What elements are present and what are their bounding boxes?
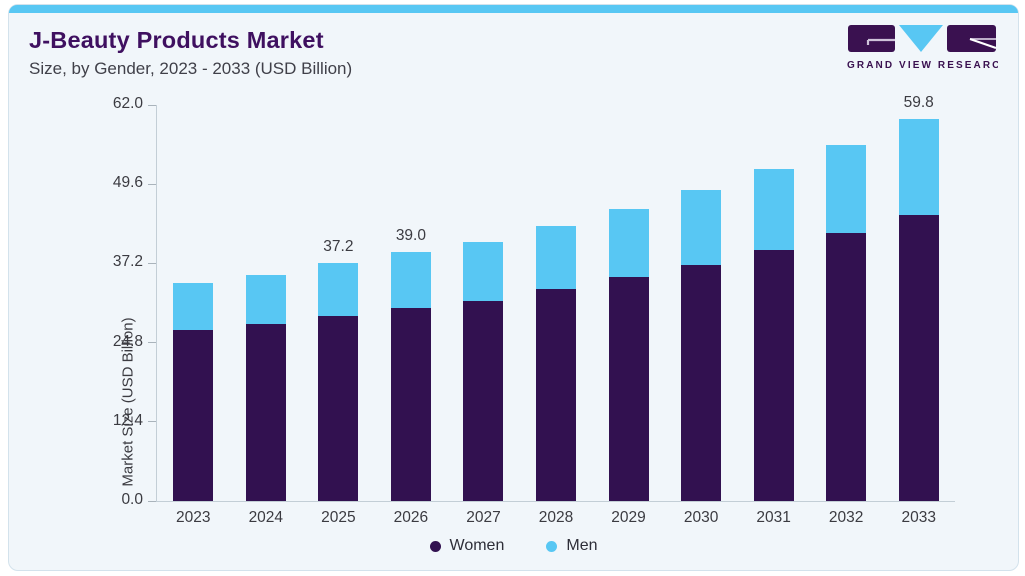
bar-2032-men-segment [826,145,867,233]
y-tick-label: 49.6 [112,174,143,192]
bar-2026-men-segment [390,252,431,308]
bar-2033-women-segment [898,215,939,501]
x-axis-label-2032: 2032 [828,509,864,526]
x-axis-label-2028: 2028 [538,509,574,526]
top-accent-bar [9,5,1018,13]
bar-2030-men-segment [681,190,722,265]
bar-2030 [681,190,722,501]
bar-2031-women-segment [753,250,794,501]
women-series-dot-icon [429,540,441,552]
bar-2023 [173,283,214,501]
y-tick-label: 12.4 [112,411,143,429]
grand-view-research-logo: GRAND VIEW RESEARCH [846,23,998,75]
legend-label-men: Men [566,537,598,554]
men-series-dot-icon [546,540,558,552]
bar-2023-women-segment [173,330,214,501]
chart-title: J-Beauty Products Market [29,27,324,53]
legend-item-men: Men [546,537,597,555]
plot-area: 0.0 12.4 24.8 37.2 49.6 62.0 2023 2024 2025 2026 2… [113,94,955,526]
bar-2023-men-segment [173,283,214,330]
bar-2028-women-segment [536,289,576,501]
bar-2033 [898,119,939,501]
bar-2025 [318,263,359,501]
x-axis-label-2025: 2025 [321,509,356,526]
y-tick-label: 37.2 [112,253,143,271]
bar-2024 [245,275,286,501]
legend-label-women: Women [449,537,505,554]
x-axis-label-2024: 2024 [248,509,284,526]
y-tick-label: 62.0 [112,95,143,112]
bar-value-label-2026: 39.0 [395,227,426,244]
gvr-logo-icon: GRAND VIEW RESEARCH [847,25,998,71]
x-axis-label-2026: 2026 [393,509,429,526]
x-axis-label-2033: 2033 [901,509,936,526]
bar-2027-men-segment [463,242,504,301]
bar-2025-men-segment [318,263,359,316]
bar-2029-men-segment [608,209,649,277]
bar-2029-women-segment [608,277,649,501]
bar-2031-men-segment [753,169,794,250]
chart-card: J-Beauty Products Market Size, by Gender… [8,4,1019,571]
bar-2030-women-segment [681,265,722,501]
x-axis-label-2027: 2027 [466,509,501,526]
bar-2029 [608,209,649,501]
legend-item-women: Women [429,537,505,555]
plot-wrap: Market Size (USD Billion) 0.0 12.4 24.8 37.… [113,94,955,526]
bar-2027 [463,242,504,501]
bar-2026 [390,252,431,501]
chart-subtitle: Size, by Gender, 2023 - 2033 (USD Billio… [29,59,353,78]
bar-2032 [826,145,867,501]
x-axis-label-2030: 2030 [683,509,719,526]
bar-value-label-2033: 59.8 [903,94,934,111]
legend: Women Men [9,537,1018,555]
bar-2024-men-segment [245,275,286,324]
brand-name-text: GRAND VIEW RESEARCH [847,60,998,71]
bar-2032-women-segment [826,233,867,501]
y-tick-label: 24.8 [112,332,143,350]
x-axis-label-2029: 2029 [611,509,646,526]
bar-2031 [753,169,794,501]
y-tick-mark [148,500,156,502]
y-tick-mark [148,342,156,344]
y-tick-mark [148,262,156,264]
y-tick-mark [148,104,156,106]
bar-2024-women-segment [245,324,286,501]
x-axis-label-2023: 2023 [176,509,211,526]
y-tick-label: 0.0 [121,491,143,508]
bar-2026-women-segment [390,308,431,501]
bar-2028 [536,226,576,501]
bar-2028-men-segment [536,226,576,289]
bar-2033-men-segment [898,119,939,215]
y-tick-mark [148,183,156,185]
y-tick-mark [148,421,156,423]
bar-value-label-2025: 37.2 [323,238,354,255]
x-axis-label-2031: 2031 [756,509,791,526]
bar-2025-women-segment [318,316,359,501]
bar-2027-women-segment [463,301,504,501]
